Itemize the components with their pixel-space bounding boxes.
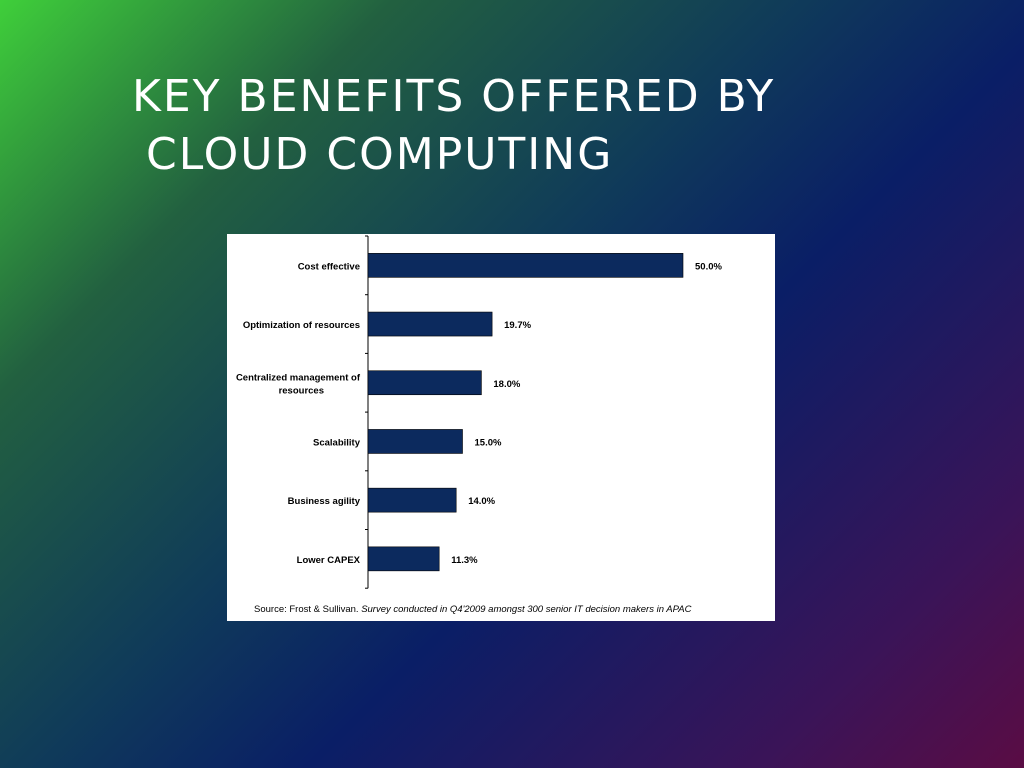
bar <box>367 311 493 337</box>
category-label: Optimization of resources <box>243 320 360 331</box>
category-label: Scalability <box>313 437 361 448</box>
bar <box>367 546 440 572</box>
bar <box>367 429 463 454</box>
source-note: Source: Frost & Sullivan. Survey conduct… <box>254 604 691 615</box>
chart-panel: 50.0% Cost effective 19.7% Optimization of … <box>227 234 775 621</box>
bar-chart: 50.0% Cost effective 19.7% Optimization of … <box>236 235 722 589</box>
bar <box>367 253 684 278</box>
slide-title-line1: KEY BENEFITS OFFERED BY <box>132 71 776 122</box>
bar-value-label: 50.0% <box>695 261 722 272</box>
bar-value-label: 15.0% <box>475 437 502 448</box>
category-label: Cost effective <box>298 261 360 272</box>
bar <box>367 370 482 396</box>
category-label: Lower CAPEX <box>297 555 361 566</box>
source-detail: Survey conducted in Q4'2009 amongst 300 … <box>361 604 692 615</box>
category-label: Business agility <box>288 496 361 507</box>
source-prefix: Source: Frost & Sullivan. <box>254 604 359 615</box>
bar <box>367 487 457 513</box>
slide-title-line2: CLOUD COMPUTING <box>146 129 614 180</box>
category-label: Centralized management of resources <box>236 372 361 396</box>
bar-value-label: 19.7% <box>504 320 531 331</box>
bar-value-label: 11.3% <box>451 555 478 566</box>
bar-value-label: 14.0% <box>468 496 495 507</box>
slide-title: KEY BENEFITS OFFERED BY CLOUD COMPUTING <box>132 68 775 184</box>
bar-value-label: 18.0% <box>493 379 520 390</box>
